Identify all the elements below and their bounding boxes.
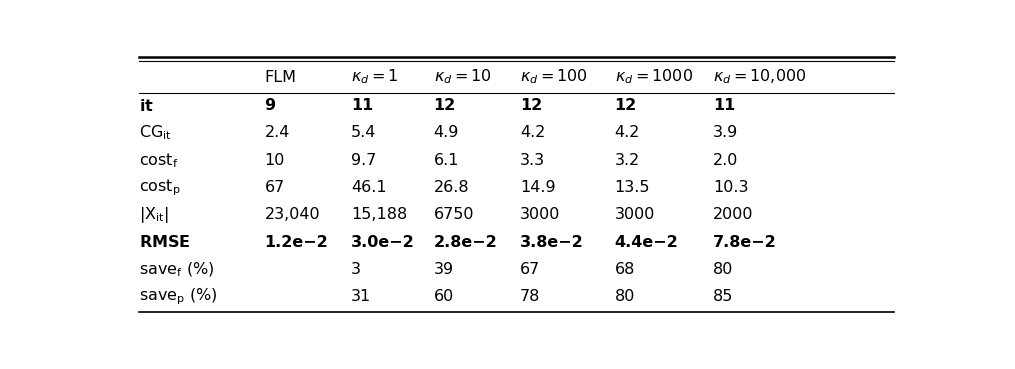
Text: 80: 80: [713, 262, 733, 277]
Text: $\kappa_d = 1$: $\kappa_d = 1$: [351, 68, 399, 86]
Text: 11: 11: [351, 98, 374, 113]
Text: 3: 3: [351, 262, 361, 277]
Text: 80: 80: [614, 289, 635, 304]
Text: $\kappa_d = 100$: $\kappa_d = 100$: [520, 68, 588, 86]
Text: 7.8e−2: 7.8e−2: [713, 235, 776, 249]
Text: 2000: 2000: [713, 207, 753, 222]
Text: $\mathbf{it}$: $\mathbf{it}$: [139, 98, 153, 114]
Text: $\kappa_d = 10$: $\kappa_d = 10$: [433, 68, 491, 86]
Text: 3.3: 3.3: [520, 153, 545, 168]
Text: 15,188: 15,188: [351, 207, 407, 222]
Text: 2.4: 2.4: [265, 125, 290, 141]
Text: 78: 78: [520, 289, 541, 304]
Text: 4.9: 4.9: [433, 125, 459, 141]
Text: 46.1: 46.1: [351, 180, 387, 195]
Text: 13.5: 13.5: [614, 180, 650, 195]
Text: 14.9: 14.9: [520, 180, 556, 195]
Text: 3.8e−2: 3.8e−2: [520, 235, 584, 249]
Text: 12: 12: [614, 98, 636, 113]
Text: 10: 10: [265, 153, 285, 168]
Text: 4.4e−2: 4.4e−2: [614, 235, 678, 249]
Text: $\mathrm{cost}_{\mathrm{f}}$: $\mathrm{cost}_{\mathrm{f}}$: [139, 151, 179, 169]
Text: 3000: 3000: [614, 207, 655, 222]
Text: $\mathrm{save}_{\mathrm{f}}\ (\%)$: $\mathrm{save}_{\mathrm{f}}\ (\%)$: [139, 260, 214, 279]
Text: $\kappa_d = 1000$: $\kappa_d = 1000$: [614, 68, 693, 86]
Text: 4.2: 4.2: [520, 125, 546, 141]
Text: 3.2: 3.2: [614, 153, 639, 168]
Text: 9.7: 9.7: [351, 153, 377, 168]
Text: 39: 39: [433, 262, 454, 277]
Text: 4.2: 4.2: [614, 125, 639, 141]
Text: 1.2e−2: 1.2e−2: [265, 235, 328, 249]
Text: 12: 12: [433, 98, 456, 113]
Text: 10.3: 10.3: [713, 180, 748, 195]
Text: 85: 85: [713, 289, 733, 304]
Text: $|\mathrm{X}_{\mathrm{it}}|$: $|\mathrm{X}_{\mathrm{it}}|$: [139, 205, 168, 225]
Text: 23,040: 23,040: [265, 207, 320, 222]
Text: 67: 67: [520, 262, 540, 277]
Text: 3.0e−2: 3.0e−2: [351, 235, 415, 249]
Text: 2.8e−2: 2.8e−2: [433, 235, 497, 249]
Text: 68: 68: [614, 262, 635, 277]
Text: 31: 31: [351, 289, 371, 304]
Text: 3.9: 3.9: [713, 125, 738, 141]
Text: $\mathrm{cost}_{\mathrm{p}}$: $\mathrm{cost}_{\mathrm{p}}$: [139, 177, 181, 198]
Text: 6750: 6750: [433, 207, 474, 222]
Text: 12: 12: [520, 98, 542, 113]
Text: 11: 11: [713, 98, 735, 113]
Text: 3000: 3000: [520, 207, 560, 222]
Text: $\mathbf{RMSE}$: $\mathbf{RMSE}$: [139, 234, 190, 250]
Text: 5.4: 5.4: [351, 125, 377, 141]
Text: 9: 9: [265, 98, 276, 113]
Text: $\kappa_d = 10{,}000$: $\kappa_d = 10{,}000$: [713, 68, 806, 86]
Text: 67: 67: [265, 180, 285, 195]
Text: 26.8: 26.8: [433, 180, 469, 195]
Text: 2.0: 2.0: [713, 153, 738, 168]
Text: $\mathrm{CG}_{\mathrm{it}}$: $\mathrm{CG}_{\mathrm{it}}$: [139, 124, 172, 142]
Text: $\mathrm{save}_{\mathrm{p}}\ (\%)$: $\mathrm{save}_{\mathrm{p}}\ (\%)$: [139, 286, 217, 307]
Text: FLM: FLM: [265, 69, 296, 85]
Text: 60: 60: [433, 289, 454, 304]
Text: 6.1: 6.1: [433, 153, 459, 168]
